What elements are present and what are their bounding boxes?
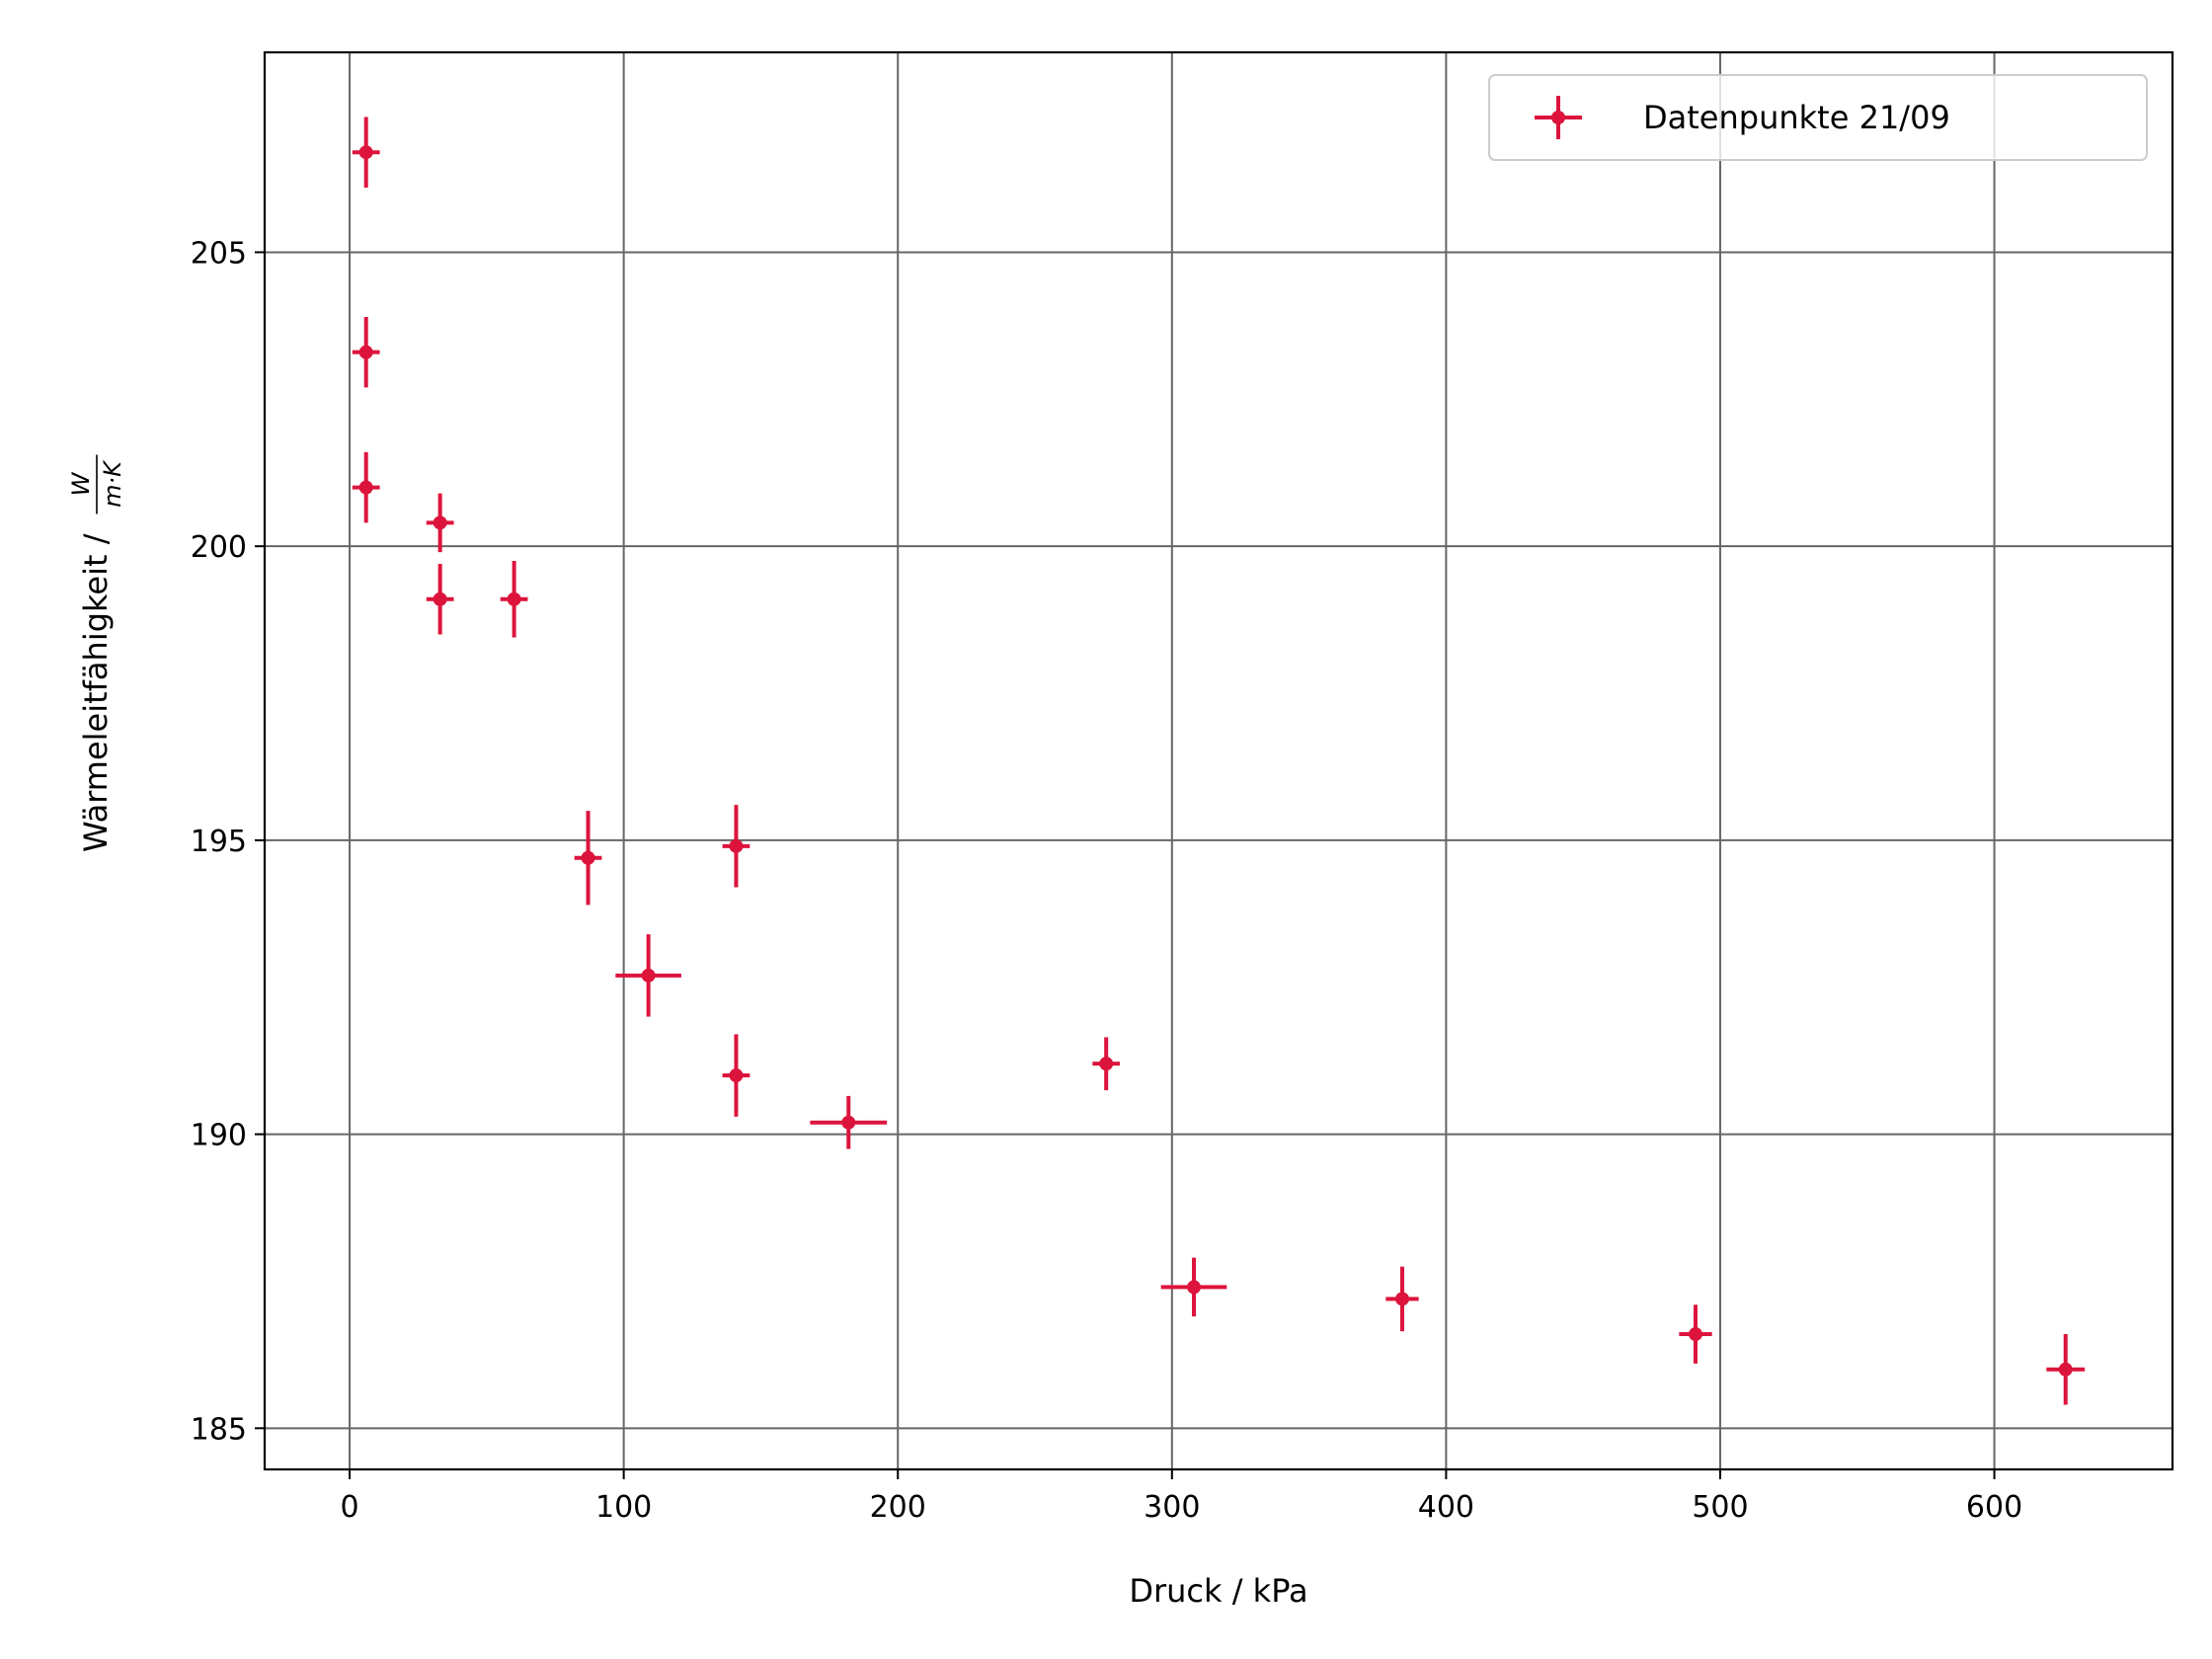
data-point: [426, 493, 454, 553]
data-point: [615, 934, 681, 1017]
legend-marker: [1535, 96, 1582, 139]
data-point: [1679, 1304, 1712, 1364]
x-tick-label: 100: [595, 1490, 652, 1525]
data-point: [352, 316, 380, 388]
data-point: [2046, 1334, 2086, 1405]
data-point: [1385, 1266, 1419, 1332]
legend-point-marker: [1551, 111, 1565, 124]
point-marker: [581, 850, 595, 865]
point-marker: [1099, 1057, 1114, 1071]
point-marker: [433, 592, 447, 606]
data-point: [426, 564, 454, 635]
point-marker: [358, 145, 373, 160]
point-marker: [2058, 1362, 2073, 1377]
x-tick-label: 600: [1966, 1490, 2022, 1525]
y-tick-label: 190: [191, 1119, 247, 1153]
point-marker: [729, 1068, 744, 1083]
x-tick-label: 0: [341, 1490, 359, 1525]
y-tick-label: 200: [191, 530, 247, 565]
data-point: [1160, 1257, 1227, 1317]
point-marker: [358, 345, 373, 359]
legend-box: [1488, 74, 2148, 161]
y-tick-label: 185: [191, 1412, 247, 1447]
x-tick-label: 200: [870, 1490, 926, 1525]
grid-lines: [265, 52, 2172, 1469]
data-point: [352, 117, 380, 188]
plot-frame: [263, 50, 2174, 1471]
x-tick-label: 400: [1418, 1490, 1474, 1525]
point-marker: [1689, 1327, 1702, 1342]
point-marker: [1394, 1292, 1409, 1306]
x-tick-label: 500: [1692, 1490, 1748, 1525]
y-axis-unit-numerator: W: [67, 471, 95, 496]
legend-entry-label: Datenpunkte 21/09: [1643, 99, 1950, 136]
y-tick-label: 205: [191, 236, 247, 271]
y-axis-unit-denominator: m·K: [99, 459, 126, 508]
data-points: [352, 117, 2086, 1405]
data-point: [810, 1095, 888, 1149]
point-marker: [507, 592, 521, 606]
point-marker: [358, 480, 373, 495]
legend: Datenpunkte 21/09: [1488, 74, 2148, 161]
y-tick-label: 195: [191, 825, 247, 859]
data-point: [1092, 1037, 1121, 1090]
data-point: [574, 811, 602, 906]
data-point: [722, 805, 750, 888]
data-point: [500, 561, 528, 638]
point-marker: [433, 515, 447, 530]
data-point: [722, 1034, 750, 1117]
data-point: [352, 451, 380, 523]
point-marker: [729, 838, 744, 853]
y-axis-label: Wärmeleitfähigkeit /: [77, 533, 115, 852]
x-tick-label: 300: [1144, 1490, 1200, 1525]
y-axis-label-group: Wärmeleitfähigkeit / W m·K: [67, 454, 126, 852]
point-marker: [641, 968, 656, 983]
point-marker: [1187, 1280, 1202, 1295]
axis-ticks: 0 100 200 300 400 500 600 185 190 195 200 205: [191, 236, 2022, 1525]
x-axis-label: Druck / kPa: [1129, 1572, 1307, 1610]
point-marker: [841, 1115, 856, 1130]
